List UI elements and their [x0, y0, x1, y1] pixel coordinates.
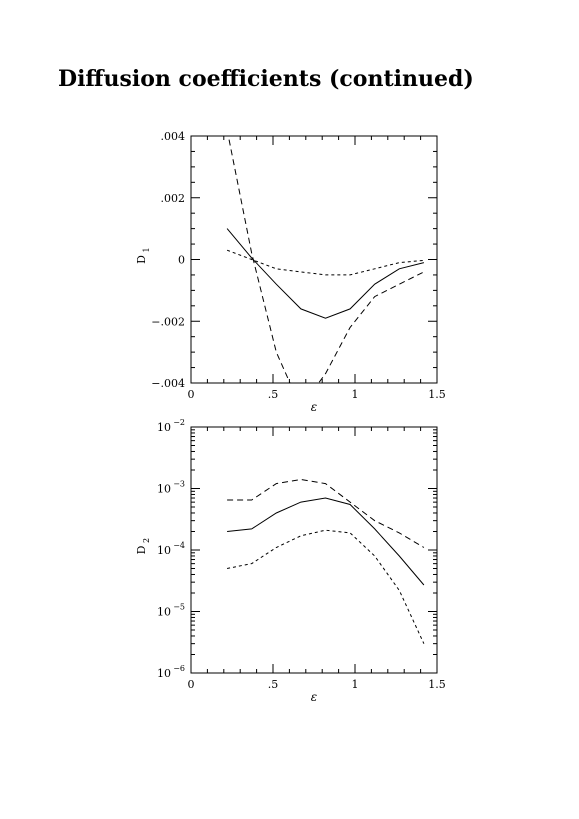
y-axis-label-subscript: 1 — [142, 247, 151, 252]
series-line-long-dash — [227, 136, 425, 383]
y-tick-label: 10 — [157, 483, 171, 496]
y-axis-label-main: D — [135, 545, 148, 554]
y-tick-label: 10 — [157, 421, 171, 434]
series-line-short-dash — [226, 249, 424, 276]
series-line-solid — [227, 497, 425, 586]
x-tick-label: .5 — [268, 678, 279, 691]
y-tick-label: 10 — [157, 667, 171, 680]
y-tick-exponent: −3 — [173, 480, 185, 489]
y-tick-label: .004 — [161, 130, 186, 143]
series-line-solid — [226, 228, 425, 319]
x-tick-label: 0 — [188, 678, 195, 691]
series-line-long-dash — [227, 478, 425, 548]
x-axis-label: ε — [311, 690, 317, 704]
y-axis-label-subscript: 2 — [142, 538, 151, 543]
series-group — [226, 136, 425, 383]
y-tick-label: 10 — [157, 544, 171, 557]
y-tick-exponent: −5 — [173, 603, 185, 612]
plot-frame — [190, 426, 438, 674]
series-group — [227, 478, 425, 644]
x-tick-label: 0 — [188, 388, 195, 401]
y-tick-label: 0 — [178, 254, 185, 267]
x-axis-label: ε — [311, 400, 317, 414]
y-tick-exponent: −2 — [173, 418, 185, 427]
y-axis-label-main: D — [135, 255, 148, 264]
x-tick-label: 1.5 — [428, 388, 446, 401]
x-tick-label: .5 — [268, 388, 279, 401]
y-tick-exponent: −6 — [173, 664, 185, 673]
x-tick-label: 1 — [352, 388, 359, 401]
page-title: Diffusion coefficients (continued) — [58, 66, 474, 92]
y-tick-label: −.002 — [151, 315, 185, 328]
plot-frame — [190, 135, 438, 384]
y-axis-label: D1 — [135, 247, 151, 264]
y-tick-exponent: −4 — [173, 541, 185, 550]
x-tick-label: 1.5 — [428, 678, 446, 691]
y-tick-label: 10 — [157, 606, 171, 619]
y-tick-label: .002 — [161, 192, 186, 205]
x-tick-label: 1 — [352, 678, 359, 691]
y-tick-label: −.004 — [151, 377, 185, 390]
y-axis-label: D2 — [135, 538, 151, 555]
series-line-short-dash — [227, 529, 425, 644]
